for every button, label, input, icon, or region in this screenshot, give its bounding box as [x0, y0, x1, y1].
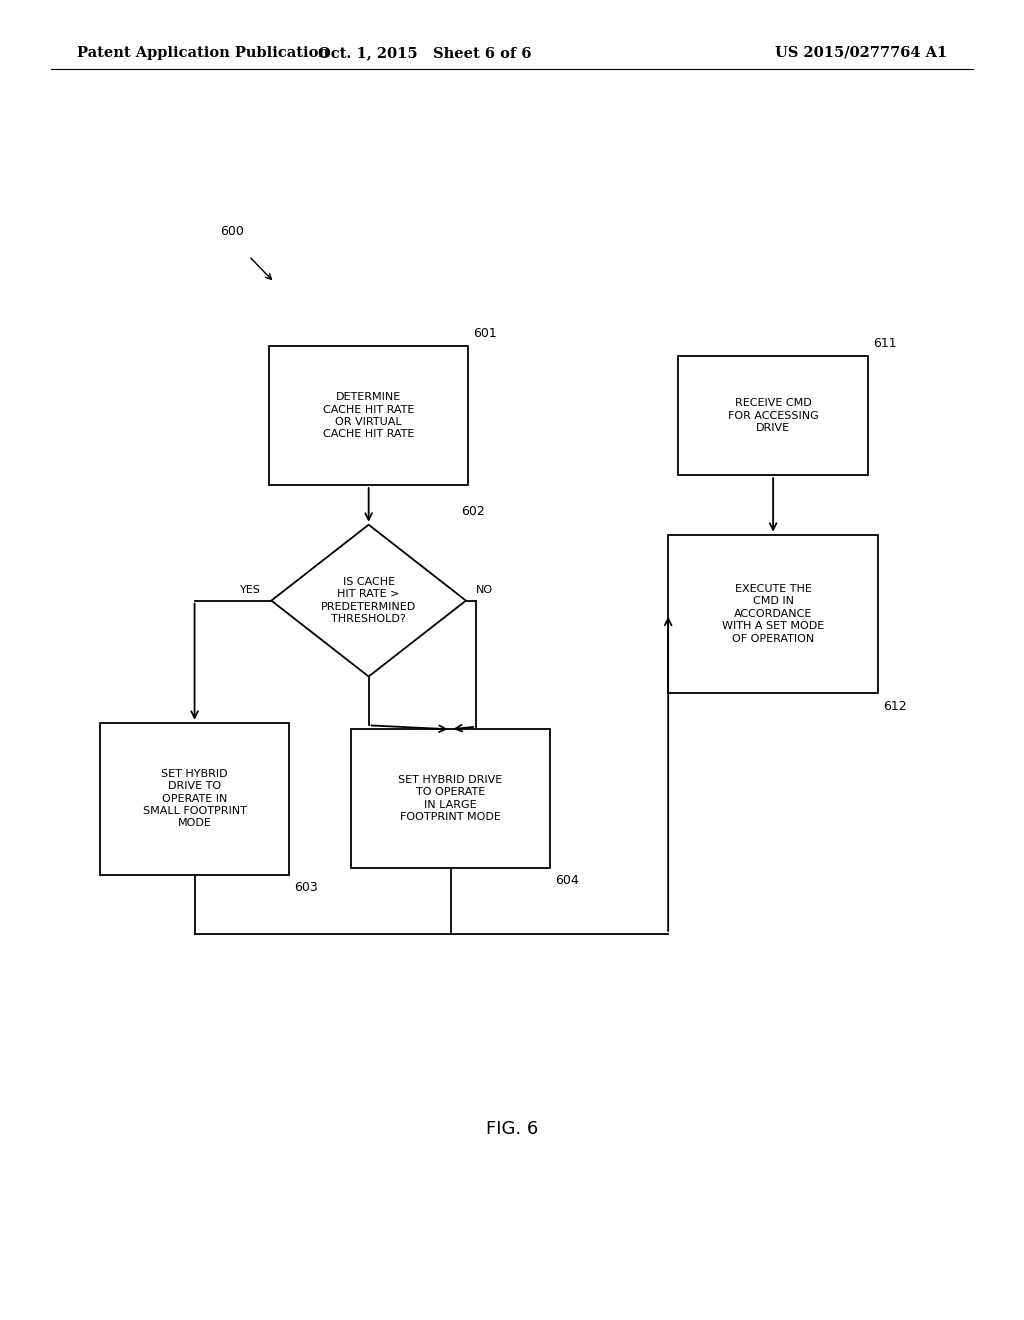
Text: YES: YES — [241, 585, 261, 595]
Polygon shape — [271, 524, 466, 676]
Text: 611: 611 — [872, 337, 897, 350]
Text: 612: 612 — [883, 700, 907, 713]
Text: US 2015/0277764 A1: US 2015/0277764 A1 — [775, 46, 947, 59]
Text: SET HYBRID DRIVE
TO OPERATE
IN LARGE
FOOTPRINT MODE: SET HYBRID DRIVE TO OPERATE IN LARGE FOO… — [398, 775, 503, 822]
Bar — [668, 535, 878, 693]
Text: DETERMINE
CACHE HIT RATE
OR VIRTUAL
CACHE HIT RATE: DETERMINE CACHE HIT RATE OR VIRTUAL CACH… — [323, 392, 415, 440]
Text: 600: 600 — [220, 224, 244, 238]
Text: EXECUTE THE
CMD IN
ACCORDANCE
WITH A SET MODE
OF OPERATION: EXECUTE THE CMD IN ACCORDANCE WITH A SET… — [722, 583, 824, 644]
Text: Patent Application Publication: Patent Application Publication — [77, 46, 329, 59]
Text: 604: 604 — [555, 874, 580, 887]
Bar — [350, 729, 551, 869]
Text: SET HYBRID
DRIVE TO
OPERATE IN
SMALL FOOTPRINT
MODE: SET HYBRID DRIVE TO OPERATE IN SMALL FOO… — [142, 768, 247, 829]
Bar — [678, 356, 867, 475]
Text: RECEIVE CMD
FOR ACCESSING
DRIVE: RECEIVE CMD FOR ACCESSING DRIVE — [728, 399, 818, 433]
Text: NO: NO — [476, 585, 494, 595]
Text: 602: 602 — [461, 506, 484, 517]
Text: 603: 603 — [295, 882, 318, 894]
Text: IS CACHE
HIT RATE >
PREDETERMINED
THRESHOLD?: IS CACHE HIT RATE > PREDETERMINED THRESH… — [321, 577, 417, 624]
Text: Oct. 1, 2015   Sheet 6 of 6: Oct. 1, 2015 Sheet 6 of 6 — [318, 46, 531, 59]
Bar — [100, 722, 289, 874]
Text: 601: 601 — [473, 327, 498, 339]
Bar — [268, 346, 468, 484]
Text: FIG. 6: FIG. 6 — [485, 1119, 539, 1138]
